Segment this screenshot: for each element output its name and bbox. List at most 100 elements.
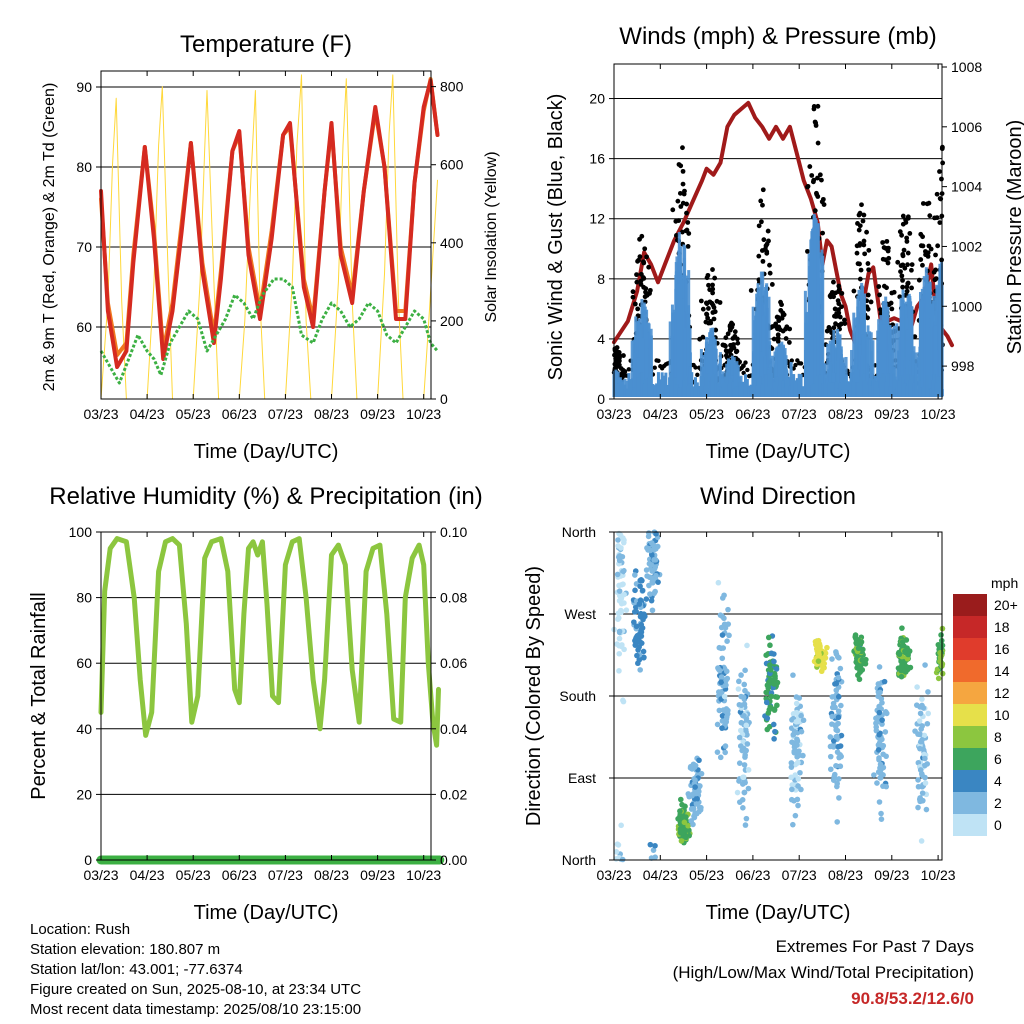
wind-bar xyxy=(784,383,788,397)
gust-point xyxy=(706,282,711,288)
y2-tick-label: 600 xyxy=(440,157,464,173)
gust-point xyxy=(900,251,906,257)
direction-point xyxy=(878,816,885,822)
gust-point xyxy=(935,243,941,249)
direction-point xyxy=(876,664,883,670)
series-t2m xyxy=(99,78,440,369)
gust-point xyxy=(764,250,770,256)
direction-point xyxy=(718,645,724,652)
direction-point xyxy=(798,786,804,793)
wind-bar xyxy=(929,388,933,397)
gust-point xyxy=(741,370,746,376)
direction-point xyxy=(693,801,700,807)
direction-point xyxy=(901,668,908,674)
direction-point xyxy=(618,643,625,650)
x-tick-label: 07/23 xyxy=(782,406,817,422)
wind-bar xyxy=(619,381,623,397)
wind-bar xyxy=(938,380,942,397)
wind-bar xyxy=(630,340,634,396)
gust-point xyxy=(857,223,863,229)
direction-point xyxy=(829,656,835,662)
direction-point xyxy=(922,662,928,668)
direction-point xyxy=(621,600,627,606)
gust-point xyxy=(814,192,820,197)
gust-point xyxy=(878,307,883,313)
wind-bar xyxy=(738,381,742,397)
direction-point xyxy=(875,681,882,687)
gust-point xyxy=(684,227,690,233)
gust-point xyxy=(909,285,914,291)
gust-point xyxy=(832,313,837,319)
direction-point xyxy=(837,665,844,672)
direction-point xyxy=(647,841,654,848)
direction-point xyxy=(652,842,658,849)
wind-bar xyxy=(809,253,813,396)
gust-point xyxy=(897,229,903,235)
gust-point xyxy=(612,347,618,352)
wind-bar xyxy=(935,349,939,396)
gust-point xyxy=(758,198,764,204)
wind-bar xyxy=(779,374,783,397)
wind-bar xyxy=(684,376,688,397)
direction-point xyxy=(899,625,905,631)
direction-point xyxy=(763,699,770,706)
direction-point xyxy=(736,678,742,685)
direction-point xyxy=(815,637,822,644)
direction-point xyxy=(640,616,646,623)
x-tick-label: 09/23 xyxy=(360,867,395,883)
wind-bar xyxy=(836,357,840,396)
direction-point xyxy=(878,810,884,817)
direction-point xyxy=(917,710,924,717)
wind-bar xyxy=(658,379,662,397)
gust-point xyxy=(766,238,771,244)
direction-point xyxy=(834,819,841,825)
figure-created: Figure created on Sun, 2025-08-10, at 23… xyxy=(30,981,362,998)
wind-bar xyxy=(916,389,920,397)
wind-bar xyxy=(813,228,817,396)
gust-point xyxy=(743,360,748,365)
direction-point xyxy=(764,715,771,722)
legend-swatch xyxy=(953,616,987,638)
wind-bar xyxy=(828,361,832,396)
y-tick-label: 60 xyxy=(76,319,92,335)
wind-bar xyxy=(793,380,797,397)
wind-bar xyxy=(634,379,638,397)
gust-point xyxy=(685,244,691,249)
direction-point xyxy=(616,635,623,642)
direction-point xyxy=(738,672,744,678)
direction-point xyxy=(796,752,803,759)
winds-plot xyxy=(611,98,954,397)
wind-bar xyxy=(842,378,846,397)
gust-point xyxy=(735,340,741,346)
direction-point xyxy=(619,553,626,560)
y-tick-label: 16 xyxy=(589,151,605,167)
direction-point xyxy=(768,650,775,657)
recent-timestamp: Most recent data timestamp: 2025/08/10 2… xyxy=(30,1001,362,1018)
x-tick-label: 08/23 xyxy=(828,406,863,422)
y-tick-label: 60 xyxy=(76,655,92,671)
direction-point xyxy=(679,829,685,835)
direction-point xyxy=(821,660,828,667)
wind-bar xyxy=(854,363,858,396)
gust-point xyxy=(809,173,815,178)
wind-bar xyxy=(641,338,645,396)
gust-point xyxy=(722,342,727,348)
wind-bar xyxy=(918,380,922,397)
wind-bar xyxy=(693,377,697,397)
direction-point xyxy=(857,669,863,676)
wind-bar xyxy=(771,388,775,397)
direction-point xyxy=(871,772,877,778)
gust-point xyxy=(798,361,804,366)
gust-point xyxy=(905,250,911,256)
wind-bar xyxy=(829,382,833,397)
wind-bar xyxy=(875,381,879,397)
direction-point xyxy=(635,660,641,667)
y-tick-label: North xyxy=(562,852,596,868)
wind-bar xyxy=(836,388,840,397)
direction-point xyxy=(763,689,769,696)
wind-bar xyxy=(616,383,620,397)
wind-bar xyxy=(705,350,709,396)
wind-bar xyxy=(781,380,785,397)
gust-point xyxy=(767,262,772,268)
direction-point xyxy=(744,741,751,747)
